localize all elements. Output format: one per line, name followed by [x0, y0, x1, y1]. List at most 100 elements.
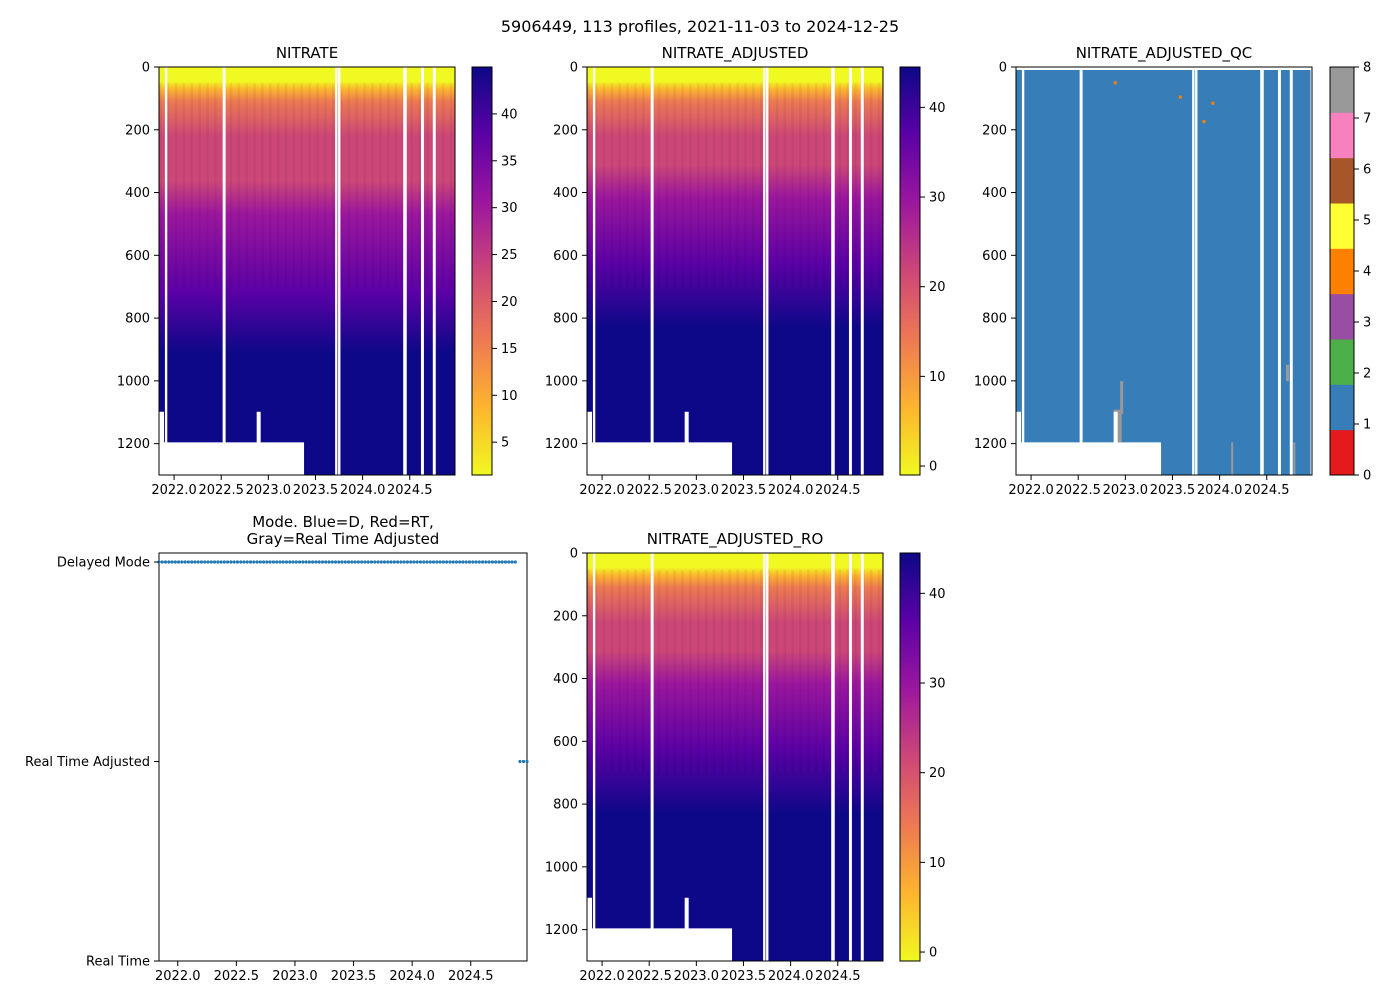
- mode-point: [360, 560, 364, 564]
- mode-point: [503, 560, 508, 564]
- profile-band: [347, 83, 351, 288]
- mode-point: [177, 560, 181, 564]
- panel-title: NITRATE: [276, 44, 338, 62]
- no-data-block: [587, 928, 733, 961]
- profile-band: [371, 83, 374, 288]
- mode-point: [278, 560, 282, 564]
- mode-point: [382, 560, 387, 564]
- mode-point: [261, 560, 266, 564]
- mode-point: [402, 560, 406, 564]
- missing-profile: [763, 67, 766, 475]
- profile-band: [229, 83, 233, 288]
- colorbar-tick-label: 4: [1363, 265, 1371, 280]
- colorbar: [471, 66, 493, 476]
- x-tick-label: 2022.5: [626, 969, 672, 984]
- y-tick-label: 1200: [545, 437, 578, 452]
- mode-point: [337, 560, 341, 564]
- missing-profile: [1195, 67, 1198, 475]
- x-tick-label: 2024.0: [1197, 483, 1243, 498]
- mode-point: [333, 560, 338, 564]
- mode-point: [186, 560, 191, 564]
- missing-profile: [1079, 67, 1083, 475]
- profile-band: [799, 83, 802, 288]
- missing-profile: [592, 67, 596, 475]
- colorbar-tick-label: 5: [501, 436, 509, 451]
- y-tick-label: 800: [125, 312, 150, 327]
- profile-band: [587, 83, 590, 288]
- mode-point: [412, 560, 416, 564]
- qc-flag-mark: [1285, 364, 1289, 382]
- profile-band: [665, 83, 669, 288]
- y-tick-label: 0: [570, 61, 578, 76]
- profile-band: [276, 83, 280, 288]
- missing-profile: [1277, 67, 1281, 475]
- missing-profile: [860, 67, 864, 475]
- x-tick-label: 2024.5: [815, 483, 861, 498]
- qc-colorbar-segment: [1330, 293, 1354, 340]
- profile-band: [618, 569, 622, 774]
- mode-point: [163, 560, 168, 564]
- profile-band: [355, 83, 359, 288]
- x-tick-label: 2023.5: [721, 969, 767, 984]
- y-tick-label: 600: [982, 249, 1007, 264]
- y-tick-label: 1000: [974, 374, 1007, 389]
- y-tick-label: 400: [553, 672, 578, 687]
- profile-band: [799, 569, 802, 774]
- profile-band: [292, 83, 296, 288]
- mode-point: [454, 560, 459, 564]
- panel-nitrate_adjusted_qc: 2022.0 2022.5 2023.0 2023.5 2024.0 2024.5 0 200…: [974, 44, 1371, 498]
- profile-band: [626, 83, 629, 288]
- mode-point: [373, 560, 377, 564]
- mode-point: [248, 560, 253, 564]
- mode-point: [252, 560, 256, 564]
- mode-point: [399, 560, 403, 564]
- profile-band: [237, 83, 241, 288]
- mode-point: [301, 560, 305, 564]
- y-tick-label: 200: [553, 609, 578, 624]
- profile-band: [159, 83, 162, 288]
- profile-band: [642, 83, 645, 288]
- colorbar-tick-label: 35: [501, 154, 518, 169]
- no-data-block: [587, 442, 733, 475]
- profile-band: [665, 569, 669, 774]
- missing-profile: [650, 67, 654, 475]
- x-tick-label: 2023.0: [272, 969, 318, 984]
- profile-band: [767, 569, 771, 774]
- mode-point: [445, 560, 449, 564]
- profile-band: [807, 83, 810, 288]
- profile-band: [426, 83, 429, 288]
- profile-band: [783, 83, 787, 288]
- mode-point: [484, 560, 488, 564]
- mode-point: [317, 560, 321, 564]
- mode-point: [438, 560, 442, 564]
- mode-point: [415, 560, 419, 564]
- profile-band: [720, 569, 724, 774]
- y-tick-label: 600: [125, 249, 150, 264]
- no-data-block: [587, 411, 592, 445]
- y-tick-label: Delayed Mode: [57, 556, 150, 571]
- missing-profile: [831, 553, 835, 961]
- qc-flag-mark: [1120, 381, 1124, 414]
- mode-point: [428, 560, 432, 564]
- colorbar: [899, 66, 921, 476]
- profile-band: [418, 83, 421, 288]
- y-tick-label: 400: [553, 186, 578, 201]
- profile-band: [869, 83, 873, 288]
- profile-band: [759, 569, 763, 774]
- mode-point: [366, 560, 370, 564]
- profile-band: [736, 569, 739, 774]
- colorbar-tick-label: 30: [501, 201, 518, 216]
- missing-profile: [335, 67, 338, 475]
- x-tick-label: 2024.0: [768, 969, 814, 984]
- mode-point: [242, 560, 246, 564]
- mode-point: [379, 560, 383, 564]
- colorbar-tick-label: 0: [929, 460, 937, 475]
- profile-band: [728, 83, 732, 288]
- profile-band: [697, 569, 700, 774]
- qc-flag-4: [1113, 81, 1117, 85]
- profile-band: [594, 569, 598, 774]
- x-tick-label: 2022.5: [214, 969, 260, 984]
- profile-band: [214, 83, 217, 288]
- mode-point: [275, 560, 279, 564]
